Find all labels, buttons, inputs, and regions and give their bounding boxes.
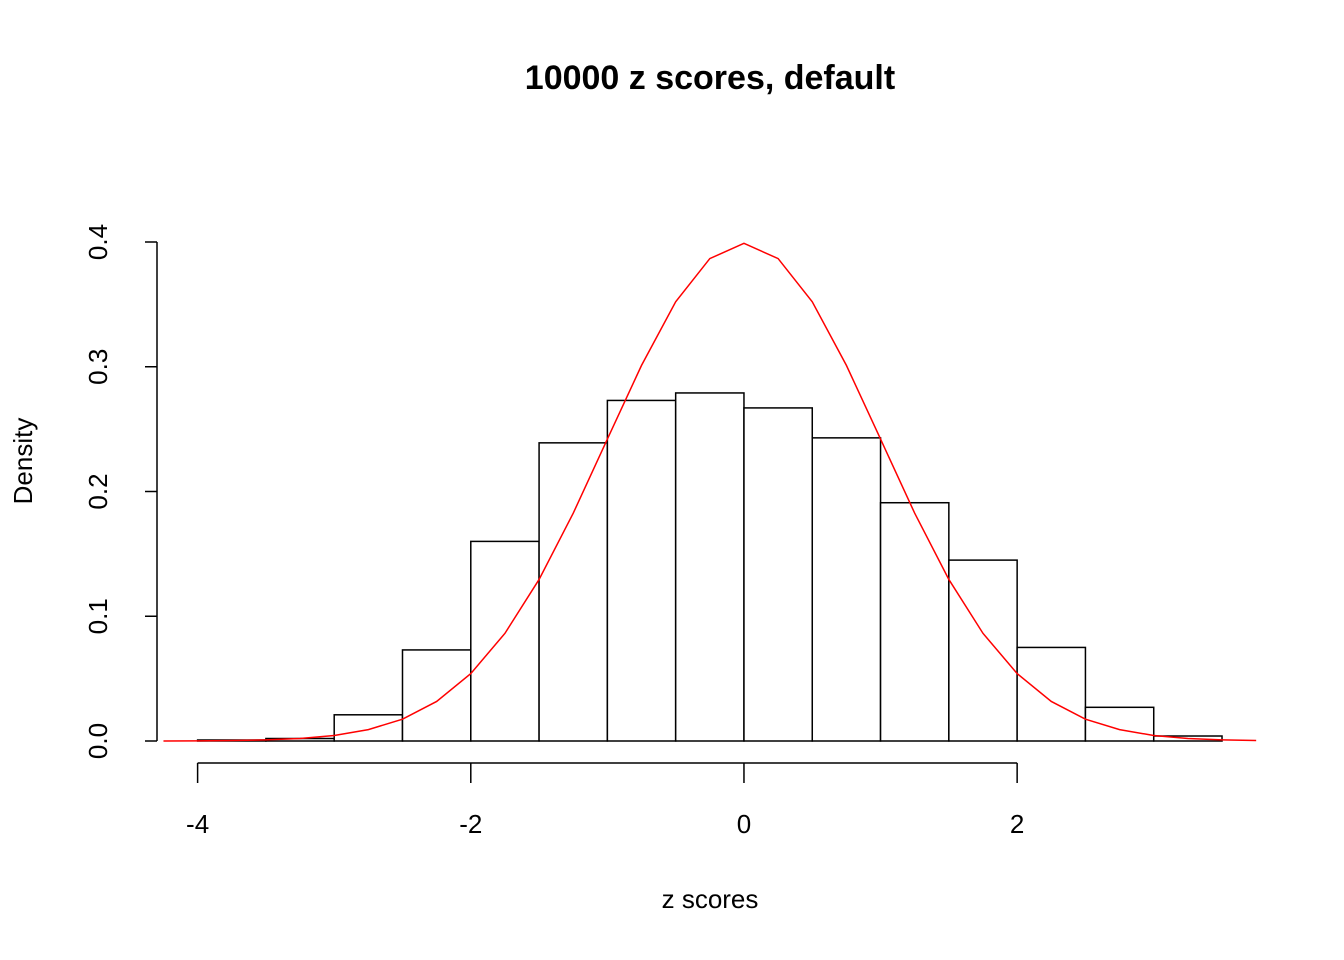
bar (879, 501, 950, 742)
y-tick-label: 0.0 (83, 723, 113, 759)
density-curve (163, 242, 1257, 742)
bar (811, 437, 882, 742)
y-tick-label: 0.2 (83, 473, 113, 509)
x-tick-label: -2 (459, 809, 482, 839)
x-tick-label: 2 (1010, 809, 1024, 839)
chart-title: 10000 z scores, default (525, 59, 895, 97)
bar (1016, 646, 1087, 742)
bar (606, 399, 677, 742)
x-tick-label: -4 (186, 809, 209, 839)
y-tick-label: 0.4 (83, 224, 113, 260)
bar (674, 392, 745, 742)
x-axis-label: z scores (662, 884, 759, 914)
bar (470, 540, 540, 742)
y-tick-label: 0.1 (83, 598, 113, 634)
bar (538, 442, 609, 742)
x-tick-label: 0 (737, 809, 751, 839)
y-axis-label: Density (8, 418, 38, 505)
bar (333, 714, 404, 742)
bar (743, 407, 814, 742)
y-tick-label: 0.3 (83, 349, 113, 385)
bar (401, 649, 472, 742)
bar (948, 559, 1018, 742)
bar (1084, 706, 1155, 742)
